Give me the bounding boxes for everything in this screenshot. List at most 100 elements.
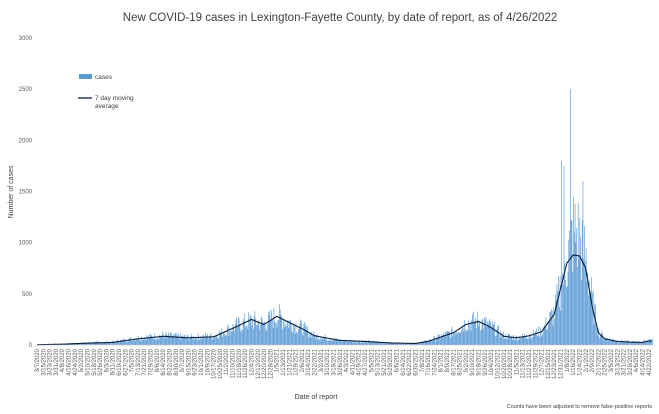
bar: [412, 344, 413, 345]
bar: [455, 334, 457, 345]
bar: [272, 327, 274, 345]
bar: [493, 325, 495, 345]
bar: [378, 341, 380, 345]
bar: [566, 287, 567, 345]
bar: [190, 333, 192, 345]
bar: [288, 327, 290, 345]
bar: [532, 336, 533, 345]
bar: [568, 239, 570, 345]
x-tick-label: 1/8/2022: [565, 348, 571, 372]
bar: [626, 341, 628, 345]
bar: [143, 339, 145, 345]
x-tick-label: 9/23/2020: [193, 348, 199, 375]
bar: [352, 342, 354, 345]
bar: [436, 338, 438, 345]
bar: [311, 332, 313, 345]
bar: [592, 292, 593, 345]
bar: [511, 335, 513, 345]
bar: [248, 312, 249, 345]
bar: [590, 292, 592, 345]
bar: [81, 343, 82, 345]
bar: [241, 329, 242, 345]
bar: [532, 329, 534, 345]
bar: [105, 341, 107, 345]
x-tick-label: 5/29/2021: [388, 348, 394, 375]
bar: [594, 303, 596, 345]
bar: [489, 318, 491, 345]
bar: [401, 343, 402, 345]
bar: [283, 319, 284, 345]
bar: [406, 343, 408, 345]
x-tick-label: 8/22/2020: [167, 348, 173, 375]
bar: [165, 332, 167, 345]
bar: [295, 322, 297, 345]
bar: [242, 318, 244, 345]
bar: [302, 335, 304, 345]
bar: [525, 337, 527, 345]
bar: [629, 341, 631, 345]
bar: [238, 316, 239, 345]
x-tick-label: 5/26/2020: [98, 348, 104, 375]
bar: [350, 341, 352, 345]
bar: [444, 336, 446, 345]
bar: [586, 281, 588, 345]
bar: [505, 333, 507, 345]
bar: [554, 318, 555, 345]
bar: [426, 342, 428, 345]
bar: [162, 331, 164, 345]
x-tick-label: 9/18/2021: [477, 348, 483, 375]
y-axis-label: Number of cases: [8, 165, 15, 218]
bar: [432, 340, 434, 345]
bar: [559, 275, 561, 345]
bar: [433, 336, 435, 345]
bar: [384, 343, 386, 345]
bar: [402, 343, 404, 345]
bar: [382, 343, 384, 345]
bar: [438, 333, 439, 345]
bar: [342, 340, 344, 345]
bar: [425, 340, 427, 345]
bar: [333, 340, 335, 345]
bar: [126, 341, 128, 345]
bar: [315, 338, 316, 345]
bar: [540, 327, 541, 345]
bar: [175, 335, 177, 345]
bar: [195, 336, 197, 345]
bar: [327, 340, 328, 345]
bar: [106, 342, 108, 345]
bar: [224, 332, 226, 345]
bar: [610, 339, 611, 345]
moving-average-line: [36, 254, 652, 346]
bar: [405, 344, 406, 345]
bar: [599, 337, 600, 345]
bar: [460, 332, 462, 345]
bar: [120, 339, 122, 345]
bar: [446, 331, 447, 345]
bar: [189, 337, 191, 345]
bar: [552, 325, 554, 345]
bar: [174, 333, 175, 345]
bar: [570, 89, 571, 346]
bar: [450, 329, 452, 345]
bar: [408, 343, 410, 345]
x-tick-label: 6/19/2020: [117, 348, 123, 375]
bar: [445, 331, 447, 345]
bar: [477, 319, 479, 345]
bar: [89, 342, 91, 345]
bar: [458, 332, 459, 345]
bar: [367, 342, 369, 345]
bar: [318, 338, 320, 345]
bar: [336, 337, 338, 345]
bar: [335, 339, 337, 345]
bar: [409, 343, 411, 345]
bar: [573, 196, 574, 345]
bar: [480, 329, 482, 345]
bar: [637, 342, 638, 345]
bar: [440, 337, 442, 345]
bar: [424, 340, 426, 345]
y-axis: 0 500 1000 1500 2000 2500 3000: [19, 36, 33, 349]
bar: [510, 336, 512, 345]
x-tick-label: 3/15/2020: [41, 348, 47, 375]
bar: [435, 341, 436, 345]
bar: [323, 337, 324, 345]
